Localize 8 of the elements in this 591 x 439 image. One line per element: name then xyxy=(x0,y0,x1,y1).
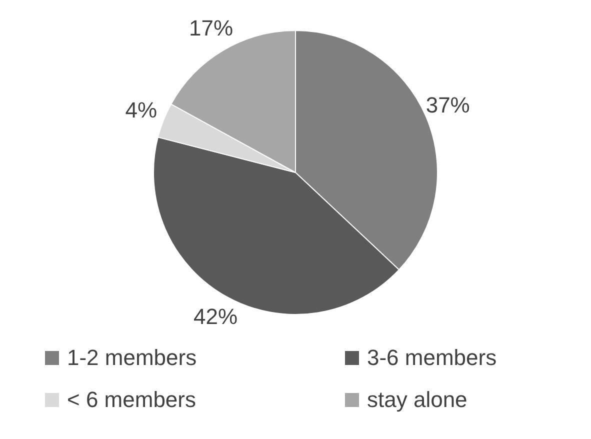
data-label: 17% xyxy=(188,16,234,41)
legend-label: 1-2 members xyxy=(67,345,197,371)
legend-label: < 6 members xyxy=(67,387,196,413)
data-label: 4% xyxy=(125,97,158,122)
legend-label: 3-6 members xyxy=(367,345,497,371)
legend-label: stay alone xyxy=(367,387,468,413)
data-label: 42% xyxy=(194,304,238,330)
data-label: 37% xyxy=(426,92,470,118)
